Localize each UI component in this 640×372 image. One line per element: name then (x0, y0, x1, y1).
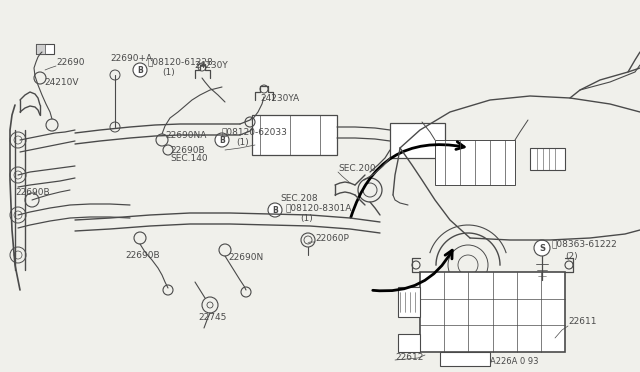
Circle shape (534, 240, 550, 256)
FancyArrowPatch shape (372, 250, 452, 291)
Bar (420, 272, 565, 352)
Text: SEC.208: SEC.208 (280, 193, 317, 202)
FancyArrowPatch shape (351, 142, 464, 217)
Text: B: B (137, 65, 143, 74)
Bar (252, 115, 337, 155)
Text: 22690B: 22690B (15, 187, 50, 196)
Text: 22611: 22611 (568, 317, 596, 327)
Text: 24230Y: 24230Y (194, 61, 228, 70)
Text: (1): (1) (300, 214, 313, 222)
Text: (1): (1) (162, 67, 175, 77)
Text: 22690NA: 22690NA (165, 131, 206, 140)
Text: B: B (272, 205, 278, 215)
Text: 22690: 22690 (56, 58, 84, 67)
Text: SEC.140: SEC.140 (170, 154, 207, 163)
Bar (36, 44, 54, 54)
Bar (398, 334, 420, 352)
Circle shape (268, 203, 282, 217)
Bar (440, 352, 490, 366)
Text: 22060P: 22060P (315, 234, 349, 243)
Text: 22745: 22745 (198, 314, 227, 323)
Text: 22690+A: 22690+A (110, 54, 152, 62)
Text: ⒵08120-8301A: ⒵08120-8301A (285, 203, 351, 212)
Circle shape (133, 63, 147, 77)
Circle shape (215, 133, 229, 147)
Text: A226A 0 93: A226A 0 93 (490, 357, 538, 366)
Text: 22690B: 22690B (170, 145, 205, 154)
Bar (390, 123, 445, 158)
Text: Ⓝ08363-61222: Ⓝ08363-61222 (552, 240, 618, 248)
Bar (530, 148, 565, 170)
Text: ⒵08120-62033: ⒵08120-62033 (222, 128, 288, 137)
Text: S: S (539, 244, 545, 253)
Bar (435, 140, 515, 185)
Text: SEC.200: SEC.200 (338, 164, 376, 173)
Text: 22690N: 22690N (228, 253, 263, 263)
Text: B: B (219, 135, 225, 144)
Bar (36, 44, 45, 54)
Text: 22612: 22612 (395, 353, 424, 362)
Text: 24230YA: 24230YA (260, 93, 299, 103)
Text: ⒵08120-61228: ⒵08120-61228 (148, 58, 214, 67)
Text: (1): (1) (236, 138, 249, 147)
Text: 22690B: 22690B (125, 250, 159, 260)
Bar (398, 287, 420, 317)
Text: 24210V: 24210V (44, 77, 79, 87)
Text: (2): (2) (565, 251, 578, 260)
